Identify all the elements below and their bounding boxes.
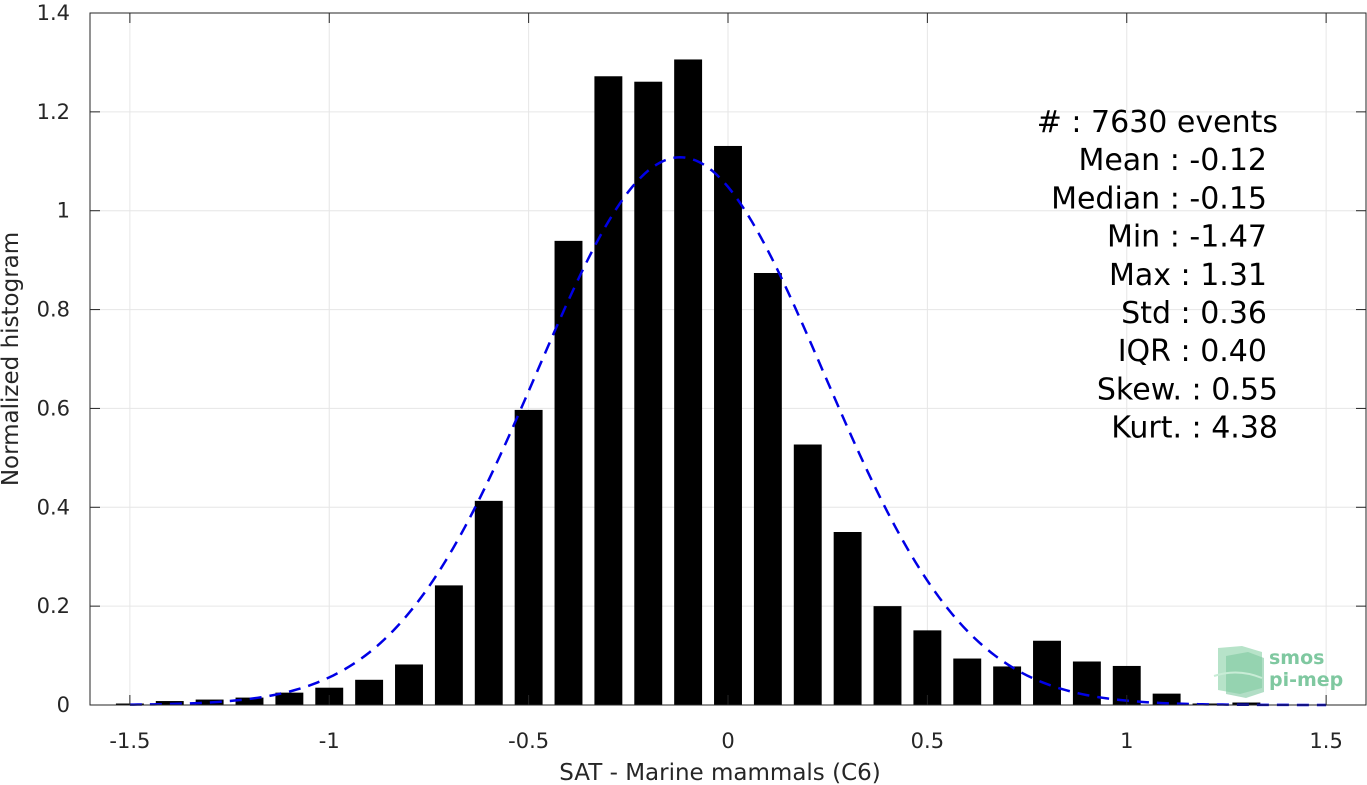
y-tick-label: 0 xyxy=(57,693,70,717)
histogram-bar xyxy=(793,444,822,705)
axis-ticks xyxy=(90,12,1366,706)
logo-mark-icon xyxy=(1213,646,1264,698)
y-tick-label: 1.2 xyxy=(37,100,70,124)
histogram-bar xyxy=(913,630,942,705)
stat-line: Min : -1.47 xyxy=(1107,220,1267,255)
histogram-bar xyxy=(714,145,742,705)
x-axis-label: SAT - Marine mammals (C6) xyxy=(559,760,881,785)
logo-line-2: pi-mep xyxy=(1269,669,1343,691)
histogram-bar xyxy=(674,59,703,706)
x-tick-label: -0.5 xyxy=(508,729,549,753)
histogram-bar xyxy=(434,585,463,705)
histogram-bar xyxy=(195,699,224,705)
y-tick-label: 0.8 xyxy=(37,298,70,322)
stat-line: Mean : -0.12 xyxy=(1078,143,1267,178)
y-tick-label: 1 xyxy=(57,199,70,223)
y-tick-label: 0.6 xyxy=(37,396,70,420)
x-tick-labels: -1.5 -1 -0.5 0 0.5 1 1.5 xyxy=(109,729,1342,753)
stat-line: Median : -0.15 xyxy=(1051,181,1267,216)
x-tick-label: 0 xyxy=(721,729,734,753)
histogram-bars xyxy=(115,59,1261,706)
histogram-bar xyxy=(1072,661,1101,705)
histogram-bar xyxy=(833,532,862,705)
stat-line: Kurt. : 4.38 xyxy=(1111,411,1278,446)
histogram-bar xyxy=(873,606,902,705)
y-axis-label: Normalized histogram xyxy=(0,232,24,486)
x-tick-label: 1.5 xyxy=(1309,729,1342,753)
y-tick-label: 0.4 xyxy=(37,495,70,519)
histogram-bar xyxy=(1033,640,1061,705)
histogram-bar xyxy=(155,701,184,705)
stat-line: Std : 0.36 xyxy=(1121,296,1267,331)
histogram-bar xyxy=(953,658,982,705)
stat-line: # : 7630 events xyxy=(1037,105,1278,140)
histogram-bar xyxy=(275,692,304,705)
histogram-bar xyxy=(355,679,384,705)
histogram-bar xyxy=(235,697,264,705)
x-tick-label: -1 xyxy=(319,729,340,753)
stat-line: IQR : 0.40 xyxy=(1118,334,1267,369)
histogram-bar xyxy=(594,76,623,706)
histogram-bar xyxy=(993,666,1022,705)
stat-line: Skew. : 0.55 xyxy=(1097,372,1278,407)
y-tick-labels: 0 0.2 0.4 0.6 0.8 1 1.2 1.4 xyxy=(37,1,70,717)
smos-pi-mep-logo: smos pi-mep xyxy=(1213,646,1343,698)
x-tick-label: 0.5 xyxy=(911,729,944,753)
histogram-bar xyxy=(1152,693,1181,705)
stat-line: Max : 1.31 xyxy=(1109,258,1267,293)
histogram-bar xyxy=(395,664,423,705)
x-tick-label: 1 xyxy=(1120,729,1133,753)
histogram-bar xyxy=(634,81,663,706)
histogram-bar xyxy=(474,500,503,705)
histogram-bar xyxy=(554,240,583,705)
x-tick-label: -1.5 xyxy=(109,729,150,753)
y-tick-label: 1.4 xyxy=(37,1,70,25)
y-tick-label: 0.2 xyxy=(37,594,70,618)
logo-line-1: smos xyxy=(1269,647,1324,669)
histogram-bar xyxy=(514,409,543,705)
histogram-bar xyxy=(753,272,782,705)
